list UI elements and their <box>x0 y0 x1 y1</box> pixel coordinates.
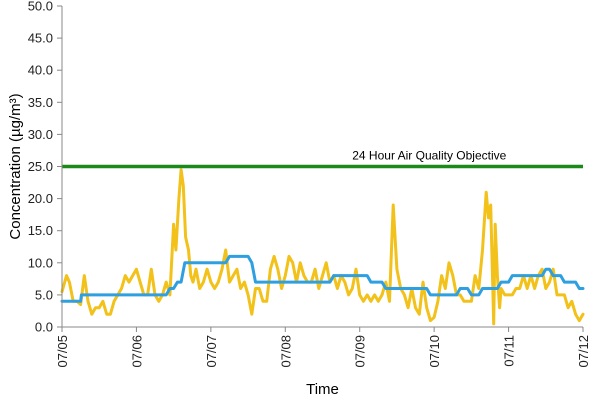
y-tick-label: 35.0 <box>28 95 53 110</box>
x-tick-label: 07/05 <box>55 335 70 368</box>
objective-annotation: 24 Hour Air Quality Objective <box>352 148 506 162</box>
y-tick-label: 25.0 <box>28 159 53 174</box>
x-tick-label: 07/10 <box>427 335 442 368</box>
y-tick-label: 0.0 <box>35 320 53 335</box>
y-tick-label: 15.0 <box>28 223 53 238</box>
y-axis-title: Concentration (µg/m³) <box>7 93 24 239</box>
y-tick-label: 40.0 <box>28 63 53 78</box>
series-layer <box>60 164 585 326</box>
series-line-hourly <box>60 168 585 326</box>
x-tick-label: 07/08 <box>278 335 293 368</box>
x-axis-title: Time <box>306 381 339 398</box>
series-line-rolling <box>60 254 585 303</box>
x-tick-label: 07/11 <box>502 335 517 367</box>
y-axis-ticks: 0.0 5.0 10.0 15.0 20.0 25.0 30.0 35.0 40.0 45.0 50… <box>28 0 62 335</box>
x-tick-label: 07/06 <box>129 335 144 368</box>
y-tick-label: 45.0 <box>28 31 53 46</box>
y-tick-label: 5.0 <box>35 287 53 302</box>
y-tick-label: 50.0 <box>28 0 53 14</box>
y-tick-label: 10.0 <box>28 255 53 270</box>
x-axis-ticks: 07/05 07/06 07/07 07/08 07/09 07/10 07/11 07/12 <box>55 327 591 368</box>
x-tick-label: 07/07 <box>204 335 219 368</box>
x-tick-label: 07/12 <box>576 335 591 368</box>
y-tick-label: 30.0 <box>28 127 53 142</box>
y-tick-label: 20.0 <box>28 191 53 206</box>
x-tick-label: 07/09 <box>353 335 368 368</box>
